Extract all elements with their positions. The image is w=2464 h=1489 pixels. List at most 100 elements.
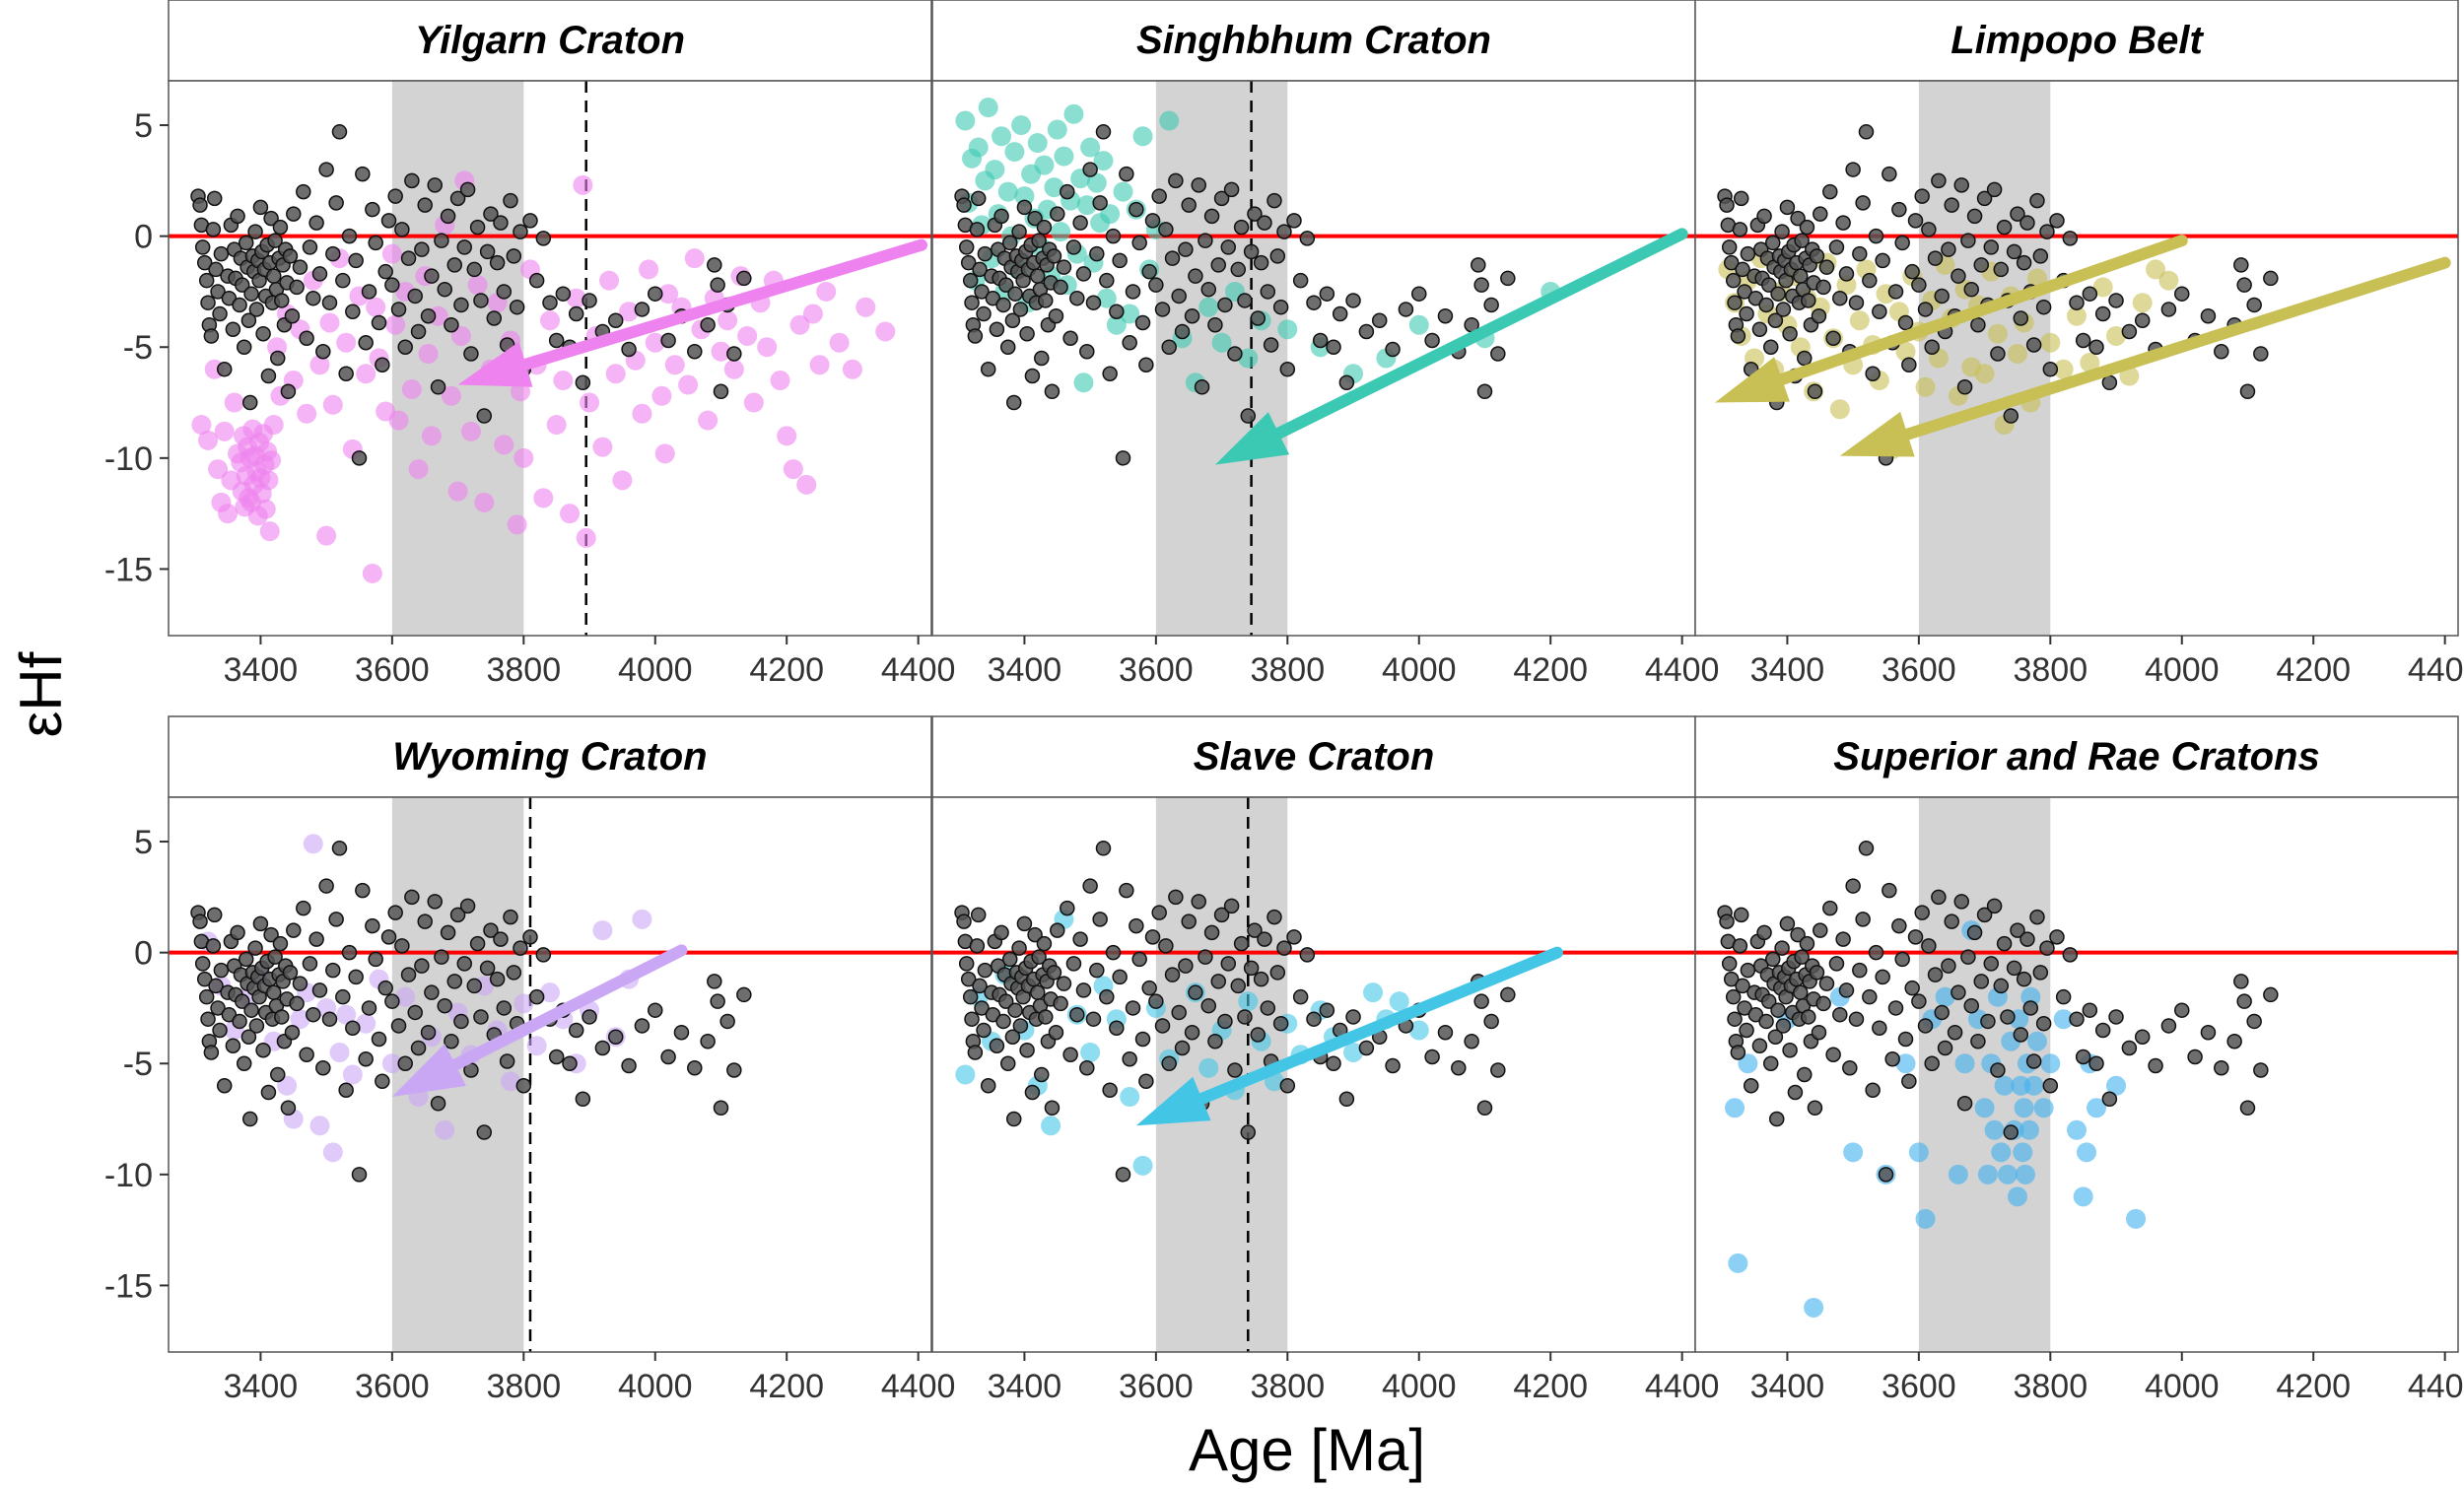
background-point [1762, 1055, 1779, 1071]
background-point [1217, 1013, 1233, 1030]
background-point [444, 1033, 459, 1049]
background-point [1148, 993, 1164, 1009]
background-point [1260, 1000, 1276, 1016]
background-point [958, 956, 975, 972]
data-point-singhbhum-craton [1027, 133, 1048, 154]
background-point [1815, 995, 1831, 1012]
background-point [410, 1040, 427, 1056]
background-point [522, 929, 538, 945]
background-point [2160, 302, 2177, 317]
data-point-slave-craton [955, 1064, 976, 1085]
background-point [2025, 337, 2042, 353]
background-point [1901, 357, 1917, 373]
background-point [377, 980, 393, 996]
background-point [1220, 239, 1237, 255]
background-point [483, 922, 499, 938]
background-point [1332, 305, 1348, 322]
background-point [1200, 997, 1216, 1014]
background-point [1790, 926, 1806, 943]
background-point [1178, 241, 1194, 257]
data-point-yilgarn-craton [418, 343, 439, 364]
background-point [1181, 914, 1197, 929]
background-point [970, 907, 987, 923]
background-point [1921, 938, 1937, 954]
background-point [964, 295, 980, 310]
background-point [1976, 907, 1993, 923]
background-point [1914, 905, 1930, 920]
background-point [1872, 304, 1887, 319]
background-point [1082, 162, 1098, 177]
data-point-singhbhum-craton [1096, 288, 1117, 308]
background-point [2094, 1022, 2111, 1039]
background-point [2082, 286, 2098, 302]
background-point [1809, 248, 1825, 264]
background-point [198, 272, 215, 289]
background-point [2253, 346, 2269, 362]
x-tick-label: 4200 [2276, 1368, 2351, 1405]
x-tick-label: 3400 [988, 651, 1062, 689]
background-point [1970, 316, 1986, 333]
background-point [1122, 334, 1137, 351]
data-point-singhbhum-craton [1047, 119, 1067, 140]
panel-superior-and-rae-cratons: Superior and Rae Cratons 3400 3600 3800 4000… [1694, 715, 2464, 1405]
background-point [710, 993, 725, 1009]
background-point [2010, 922, 2025, 938]
background-point [493, 215, 509, 231]
background-point [1842, 1059, 1858, 1076]
background-point [299, 330, 314, 346]
background-point [1326, 1055, 1341, 1071]
background-point [1767, 312, 1784, 328]
panel-title: Superior and Rae Cratons [1833, 735, 2319, 778]
data-point-singhbhum-craton [1238, 348, 1259, 369]
background-point [2016, 971, 2032, 987]
background-point [513, 940, 528, 956]
data-point-yilgarn-craton [711, 341, 731, 362]
background-point [1799, 219, 1815, 236]
background-point [993, 208, 1009, 225]
background-point [575, 1091, 591, 1108]
background-point [1756, 924, 1772, 941]
background-point [267, 233, 283, 248]
background-point [1990, 1062, 2006, 1078]
background-point [238, 235, 254, 251]
background-point [1845, 162, 1861, 177]
background-point [2035, 1015, 2052, 1032]
background-point [1807, 383, 1823, 400]
data-point-yilgarn-craton [546, 415, 567, 436]
background-point [1122, 1050, 1137, 1067]
background-point [241, 394, 258, 411]
background-point [1858, 124, 1875, 140]
background-point [989, 1038, 1005, 1053]
background-point [1299, 947, 1316, 963]
data-point-wyoming-craton [395, 986, 416, 1007]
data-point-superior-and-rae-cratons [2014, 1098, 2034, 1118]
background-point [274, 293, 290, 308]
data-point-yilgarn-craton [214, 421, 235, 441]
background-point [568, 1022, 584, 1039]
data-point-superior-and-rae-cratons [2087, 1098, 2107, 1118]
background-point [1980, 1013, 1996, 1030]
background-point [1725, 988, 1742, 1005]
background-point [1884, 1050, 1900, 1067]
data-point-superior-and-rae-cratons [1997, 1164, 2018, 1184]
background-point [1141, 980, 1157, 996]
background-point [1048, 1024, 1064, 1041]
background-point [1112, 969, 1128, 985]
data-point-wyoming-craton [329, 1042, 350, 1062]
background-point [2088, 339, 2104, 355]
background-point [1774, 940, 1790, 956]
data-point-wyoming-craton [540, 982, 560, 1003]
panel-title: Limpopo Belt [1951, 19, 2204, 62]
background-point [1739, 305, 1754, 322]
background-point [621, 341, 637, 358]
background-point [302, 956, 318, 972]
background-point [1072, 931, 1088, 947]
background-point [248, 302, 265, 317]
background-point [1760, 277, 1777, 293]
background-point [1727, 295, 1743, 310]
background-point [1730, 328, 1746, 344]
background-point [1818, 976, 1835, 991]
background-point [345, 1020, 361, 1036]
background-point [1832, 1006, 1848, 1023]
background-point [1178, 958, 1194, 974]
